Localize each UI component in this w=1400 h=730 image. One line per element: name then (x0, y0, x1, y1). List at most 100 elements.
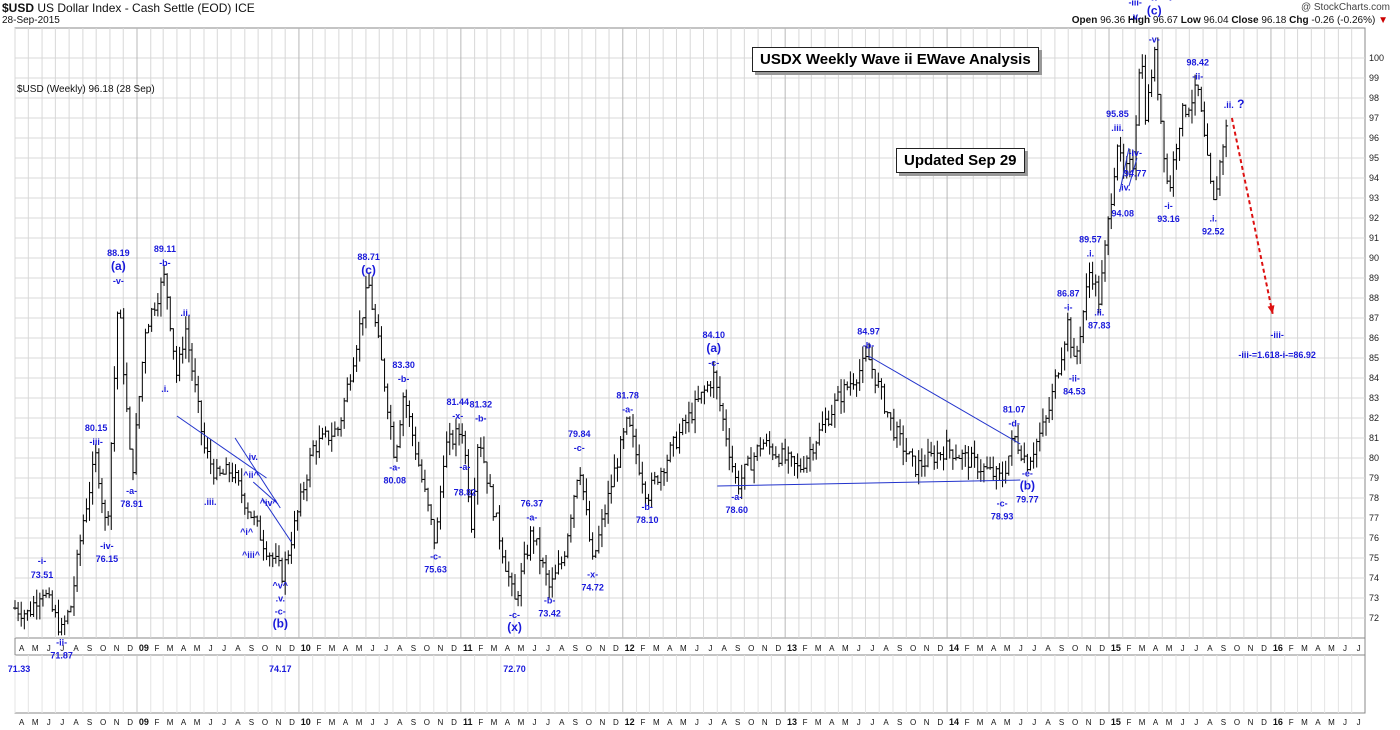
x-tick-label: J (1343, 718, 1347, 727)
x-tick-label: M (491, 718, 498, 727)
wave-label: ^iv^ (260, 498, 279, 508)
x-tick-label: N (1248, 718, 1254, 727)
wave-label: 80.08 (383, 475, 406, 485)
x-tick-label: N (924, 644, 930, 653)
x-tick-label: J (1194, 718, 1198, 727)
x-tick-label: O (424, 644, 430, 653)
x-tick-label: A (397, 718, 403, 727)
wave-label: 84.53 (1063, 386, 1086, 396)
x-tick-label: M (1004, 644, 1011, 653)
wave-label: -ii- (1192, 72, 1203, 82)
x-tick-label: A (505, 718, 511, 727)
x-tick-label: S (573, 644, 578, 653)
x-tick-label: N (1086, 718, 1092, 727)
symbol-title: $USD US Dollar Index - Cash Settle (EOD)… (2, 1, 255, 15)
x-tick-label: 15 (1111, 717, 1121, 727)
wave-label: 86.87 (1057, 289, 1080, 299)
x-tick-label: A (73, 644, 79, 653)
x-tick-label: A (235, 644, 241, 653)
x-tick-label: F (1127, 644, 1132, 653)
x-tick-label: M (1301, 644, 1308, 653)
x-tick-label: M (653, 718, 660, 727)
x-tick-label: M (1139, 644, 1146, 653)
wave-label: -a- (126, 486, 137, 496)
wave-label: .v. (1131, 12, 1140, 22)
x-tick-label: O (100, 718, 106, 727)
x-tick-label: F (641, 644, 646, 653)
wave-label: 71.33 (8, 664, 31, 674)
x-tick-label: A (883, 644, 889, 653)
wave-label: 76.37 (521, 499, 544, 509)
wave-label: 88.19 (107, 248, 130, 258)
y-tick-label: 89 (1369, 273, 1379, 283)
wave-label: ^ii^ (243, 470, 259, 480)
x-tick-label: F (965, 644, 970, 653)
y-tick-label: 94 (1369, 173, 1379, 183)
x-tick-label: M (1301, 718, 1308, 727)
wave-label: 95.85 (1106, 109, 1129, 119)
x-tick-label: S (1059, 718, 1064, 727)
x-tick-label: D (937, 644, 943, 653)
wave-label: .v. (276, 594, 285, 604)
x-tick-label: 15 (1111, 643, 1121, 653)
x-tick-label: 10 (301, 717, 311, 727)
x-tick-label: M (194, 718, 201, 727)
forecast-arrowhead (1267, 305, 1275, 314)
x-tick-label: F (316, 644, 321, 653)
x-tick-label: A (1315, 644, 1321, 653)
x-tick-label: J (384, 718, 388, 727)
updated-box: Updated Sep 29 (896, 148, 1025, 173)
x-tick-label: M (680, 718, 687, 727)
x-tick-label: 14 (949, 643, 959, 653)
x-tick-label: A (1207, 644, 1213, 653)
x-tick-label: A (991, 644, 997, 653)
x-tick-label: A (181, 644, 187, 653)
x-tick-label: D (451, 644, 457, 653)
wave-label: -i- (1164, 201, 1173, 211)
trendline (261, 497, 292, 543)
x-tick-label: F (803, 644, 808, 653)
x-tick-label: A (397, 644, 403, 653)
wave-label: 71.87 (50, 650, 73, 660)
x-tick-label: D (289, 718, 295, 727)
wave-label: -b- (544, 596, 556, 606)
x-tick-label: 12 (625, 643, 635, 653)
wave-label: -c- (430, 551, 441, 561)
y-tick-label: 81 (1369, 433, 1379, 443)
wave-label: ? (1237, 97, 1244, 111)
x-tick-label: F (1289, 718, 1294, 727)
x-tick-label: D (1261, 718, 1267, 727)
x-tick-label: F (478, 718, 483, 727)
x-tick-label: A (829, 718, 835, 727)
x-tick-label: M (815, 718, 822, 727)
x-tick-label: D (1099, 718, 1105, 727)
chart-date: 28-Sep-2015 (2, 15, 60, 26)
x-tick-label: J (1032, 644, 1036, 653)
watermark[interactable]: @ StockCharts.com (1300, 2, 1390, 13)
x-tick-label: 13 (787, 717, 797, 727)
x-tick-label: J (1357, 644, 1361, 653)
x-tick-label: J (708, 718, 712, 727)
y-tick-label: 80 (1369, 453, 1379, 463)
x-tick-label: F (965, 718, 970, 727)
symbol: $USD (2, 1, 35, 15)
x-tick-label: M (1166, 718, 1173, 727)
y-tick-label: 72 (1369, 613, 1379, 623)
x-tick-label: J (222, 644, 226, 653)
y-tick-label: 95 (1369, 153, 1379, 163)
x-tick-label: O (262, 718, 268, 727)
trendline (1119, 147, 1130, 193)
wave-label: -b- (641, 502, 653, 512)
wave-label: ^v^ (273, 581, 289, 591)
wave-label: -c- (574, 443, 585, 453)
x-tick-label: F (641, 718, 646, 727)
x-tick-label: M (32, 644, 39, 653)
x-tick-label: O (586, 718, 592, 727)
trendline (717, 479, 1021, 487)
x-tick-label: O (1072, 718, 1078, 727)
wave-label: 84.97 (857, 327, 880, 337)
x-tick-label: J (222, 718, 226, 727)
x-tick-label: M (977, 718, 984, 727)
x-tick-label: O (262, 644, 268, 653)
x-tick-label: F (155, 644, 160, 653)
